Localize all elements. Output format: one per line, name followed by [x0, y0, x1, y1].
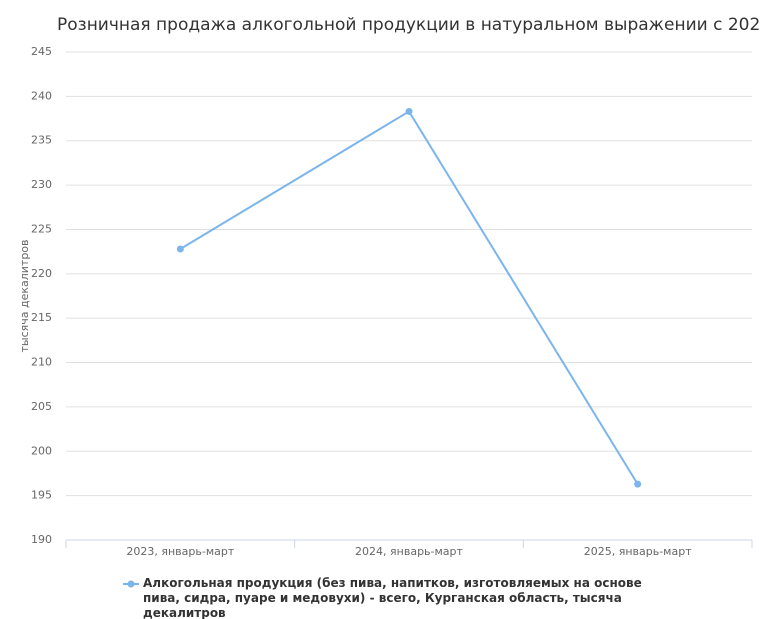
y-tick-label: 240	[31, 89, 52, 102]
y-tick-label: 230	[31, 178, 52, 191]
x-tick-label: 2024, январь-март	[355, 545, 463, 558]
series-line	[179, 110, 639, 485]
x-tick-label: 2025, январь-март	[584, 545, 692, 558]
y-tick-label: 200	[31, 444, 52, 457]
y-tick-label: 195	[31, 489, 52, 502]
y-tick-label: 225	[31, 222, 52, 235]
y-tick-label: 205	[31, 400, 52, 413]
y-tick-label: 235	[31, 134, 52, 147]
legend-symbol	[127, 580, 135, 588]
y-axis-label: тысяча декалитров	[18, 239, 31, 352]
y-tick-label: 210	[31, 356, 52, 369]
data-point	[176, 245, 184, 253]
y-tick-label: 245	[31, 45, 52, 58]
x-tick-label: 2023, январь-март	[126, 545, 234, 558]
legend-label: Алкогольная продукция (без пива, напитко…	[143, 576, 642, 619]
data-point	[405, 107, 413, 115]
chart-title: Розничная продажа алкогольной продукции …	[57, 15, 760, 35]
y-tick-label: 215	[31, 311, 52, 324]
y-tick-label: 190	[31, 533, 52, 546]
y-tick-label: 220	[31, 267, 52, 280]
data-point	[634, 480, 642, 488]
